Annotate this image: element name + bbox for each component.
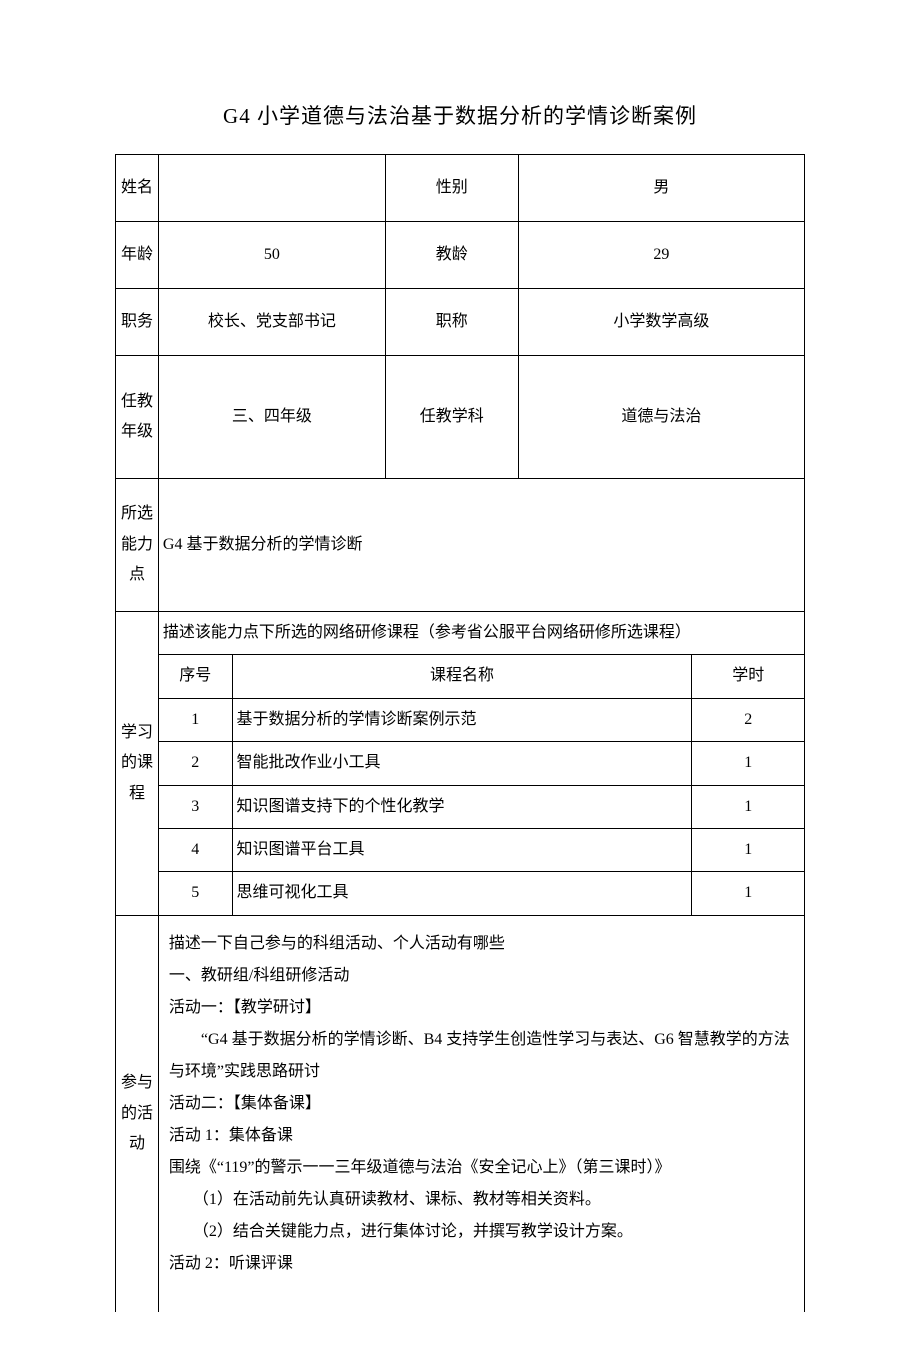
activity-line: 活动 2：听课评课 [169,1248,794,1280]
main-table: 姓名 性别 男 年龄 50 教龄 29 职务 校长、党支部书记 职称 小学数学高… [115,154,805,1312]
activity-line: （1）在活动前先认真研读教材、课标、教材等相关资料。 [169,1184,794,1216]
course-hours: 1 [692,742,805,785]
col-name: 课程名称 [232,655,692,698]
value-age: 50 [158,222,385,289]
activity-line: 围绕《“119”的警示一一三年级道德与法治《安全记心上》（第三课时）》 [169,1152,794,1184]
activities-content: 描述一下自己参与的科组活动、个人活动有哪些 一、教研组/科组研修活动 活动一：【… [158,915,804,1312]
course-name: 知识图谱平台工具 [232,828,692,871]
course-hours: 1 [692,872,805,915]
value-ability: G4 基于数据分析的学情诊断 [158,479,804,612]
value-teach-years: 29 [518,222,804,289]
label-gender: 性别 [385,155,518,222]
course-num: 3 [158,785,232,828]
course-hours: 2 [692,698,805,741]
activity-line: （2）结合关键能力点，进行集体讨论，并撰写教学设计方案。 [169,1216,794,1248]
course-hours: 1 [692,785,805,828]
label-ability: 所选能力点 [116,479,159,612]
course-name: 智能批改作业小工具 [232,742,692,785]
label-activities: 参与的活动 [116,915,159,1312]
label-age: 年龄 [116,222,159,289]
table-row: 5 思维可视化工具 1 [116,872,805,915]
activity-line: 一、教研组/科组研修活动 [169,960,794,992]
table-row: 4 知识图谱平台工具 1 [116,828,805,871]
value-position: 校长、党支部书记 [158,289,385,356]
course-num: 4 [158,828,232,871]
activity-line: “G4 基于数据分析的学情诊断、B4 支持学生创造性学习与表达、G6 智慧教学的… [169,1024,794,1088]
value-title: 小学数学高级 [518,289,804,356]
activity-line: 描述一下自己参与的科组活动、个人活动有哪些 [169,928,794,960]
col-num: 序号 [158,655,232,698]
value-grade: 三、四年级 [158,356,385,479]
course-hours: 1 [692,828,805,871]
courses-desc: 描述该能力点下所选的网络研修课程（参考省公服平台网络研修所选课程） [158,612,804,655]
course-name: 基于数据分析的学情诊断案例示范 [232,698,692,741]
table-row: 1 基于数据分析的学情诊断案例示范 2 [116,698,805,741]
label-subject: 任教学科 [385,356,518,479]
course-num: 1 [158,698,232,741]
table-row: 2 智能批改作业小工具 1 [116,742,805,785]
value-name [158,155,385,222]
course-num: 2 [158,742,232,785]
page-title: G4 小学道德与法治基于数据分析的学情诊断案例 [115,100,805,130]
col-hours: 学时 [692,655,805,698]
label-title: 职称 [385,289,518,356]
label-name: 姓名 [116,155,159,222]
label-teach-years: 教龄 [385,222,518,289]
activity-line: 活动一：【教学研讨】 [169,992,794,1024]
course-name: 知识图谱支持下的个性化教学 [232,785,692,828]
value-subject: 道德与法治 [518,356,804,479]
label-position: 职务 [116,289,159,356]
label-grade: 任教年级 [116,356,159,479]
activity-line: 活动二：【集体备课】 [169,1088,794,1120]
table-row: 3 知识图谱支持下的个性化教学 1 [116,785,805,828]
label-courses: 学习的课程 [116,612,159,916]
course-name: 思维可视化工具 [232,872,692,915]
course-num: 5 [158,872,232,915]
activity-line: 活动 1：集体备课 [169,1120,794,1152]
value-gender: 男 [518,155,804,222]
